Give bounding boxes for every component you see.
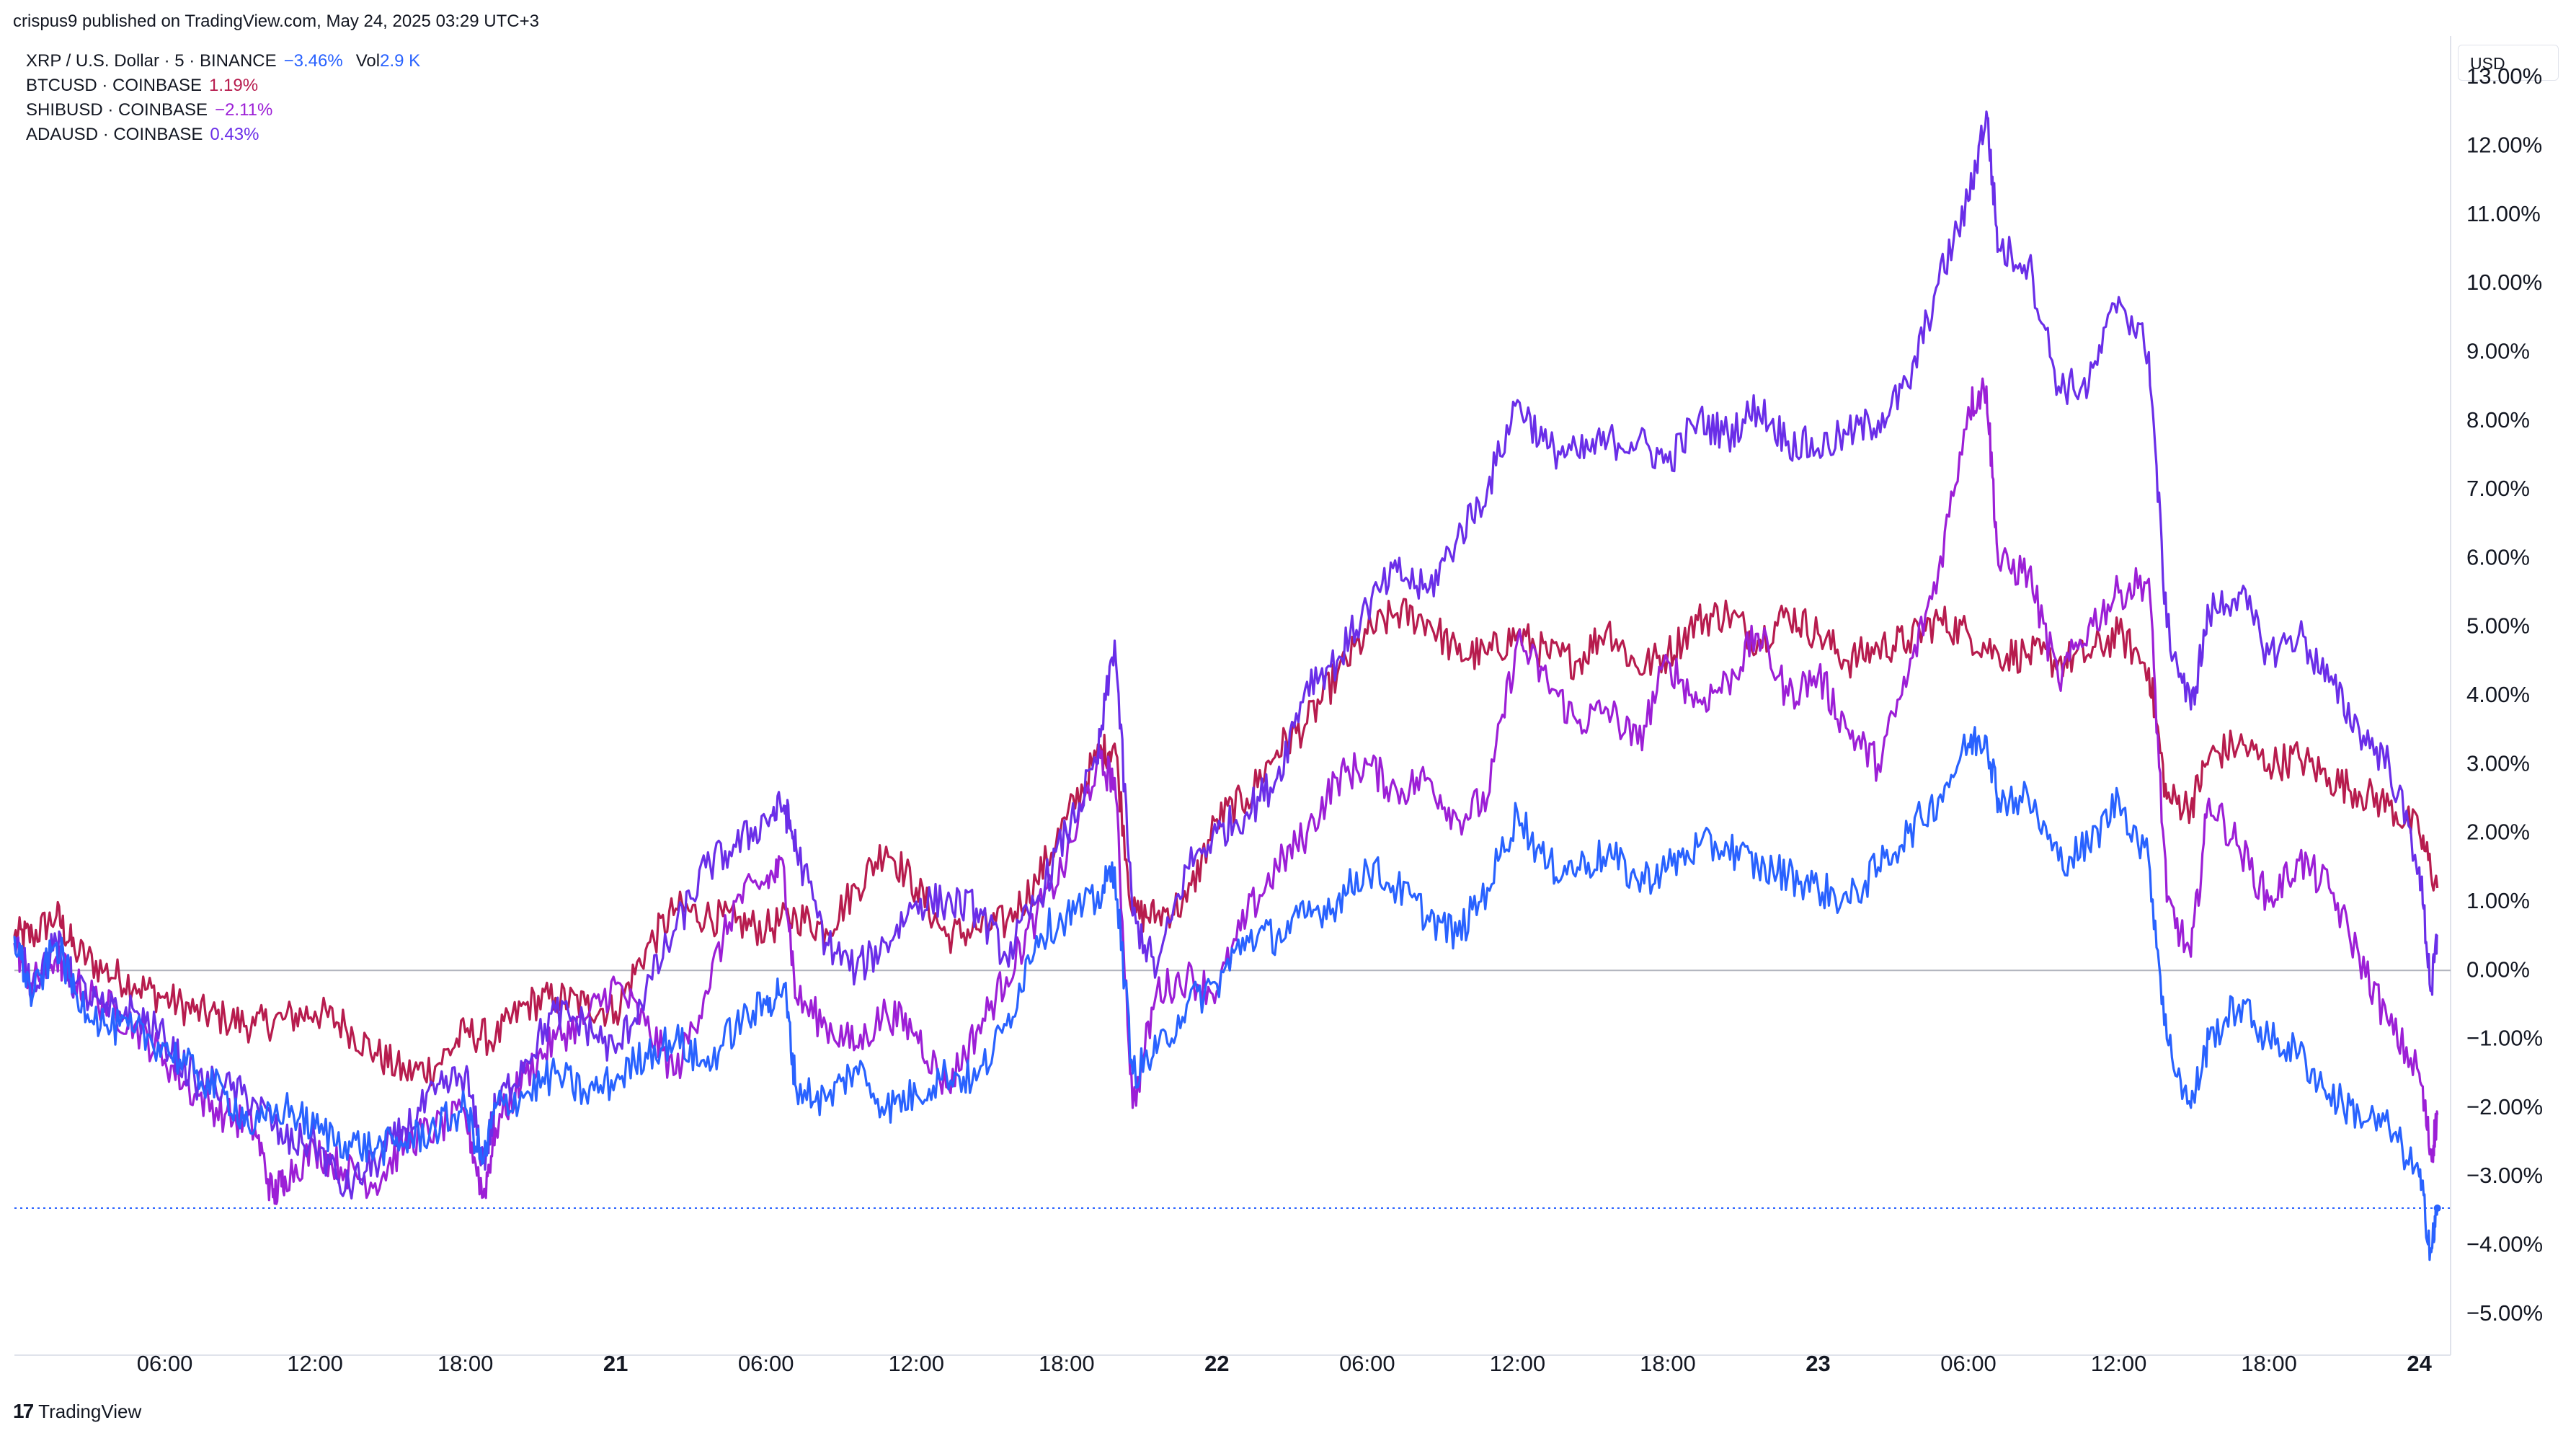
y-tick-label: −4.00% (2466, 1232, 2543, 1257)
y-tick-label: 9.00% (2466, 338, 2530, 363)
y-tick-label: −3.00% (2466, 1163, 2543, 1188)
legend-vol-label: Vol (355, 51, 381, 71)
x-tick-label: 23 (1806, 1351, 1830, 1376)
x-tick-label: 06:00 (1339, 1351, 1395, 1376)
y-tick-label: −1.00% (2466, 1026, 2543, 1051)
x-tick-label: 06:00 (1940, 1351, 1997, 1376)
y-tick-label: 1.00% (2466, 888, 2530, 913)
x-tick-label: 18:00 (1640, 1351, 1696, 1376)
y-tick-label: 8.00% (2466, 407, 2530, 432)
currency-scale-button[interactable]: USD (2458, 45, 2559, 81)
legend-main-row[interactable]: XRP / U.S. Dollar · 5 · BINANCE −3.46% Vol… (26, 49, 420, 74)
x-tick-label: 18:00 (2241, 1351, 2297, 1376)
y-tick-label: 10.00% (2466, 270, 2542, 295)
x-tick-label: 12:00 (2091, 1351, 2147, 1376)
y-tick-label: 13.00% (2466, 63, 2542, 89)
x-tick-label: 24 (2407, 1351, 2432, 1376)
x-tick-label: 12:00 (287, 1351, 343, 1376)
series-line-btc (13, 598, 2439, 1087)
series-line-shib (13, 377, 2439, 1205)
x-tick-label: 22 (1204, 1351, 1229, 1376)
legend-vol-value: 2.9 K (380, 51, 421, 71)
y-tick-label: 7.00% (2466, 476, 2530, 501)
legend-adausd-label: ADAUSD · COINBASE (26, 125, 203, 144)
legend-main-change: −3.46% (283, 51, 343, 71)
x-tick-label: 06:00 (738, 1351, 794, 1376)
tradingview-brand-text: TradingView (38, 1400, 142, 1422)
last-point-xrp (2433, 1204, 2441, 1212)
series-line-ada (13, 110, 2438, 1200)
y-tick-label: 5.00% (2466, 613, 2530, 639)
y-tick-label: −2.00% (2466, 1094, 2543, 1119)
y-tick-label: 2.00% (2466, 820, 2530, 845)
legend-row-btcusd[interactable]: BTCUSD · COINBASE 1.19% (26, 74, 420, 98)
y-tick-label: 4.00% (2466, 682, 2530, 707)
x-tick-label: 12:00 (1490, 1351, 1546, 1376)
series-legend: XRP / U.S. Dollar · 5 · BINANCE −3.46% Vol… (26, 49, 420, 147)
y-tick-label: 12.00% (2466, 133, 2542, 158)
legend-main-label: XRP / U.S. Dollar · 5 · BINANCE (26, 51, 277, 71)
y-tick-label: −5.00% (2466, 1300, 2543, 1326)
legend-row-shibusd[interactable]: SHIBUSD · COINBASE −2.11% (26, 98, 420, 123)
series-line-xrp (13, 726, 2439, 1261)
x-tick-label: 18:00 (1039, 1351, 1095, 1376)
legend-shibusd-label: SHIBUSD · COINBASE (26, 100, 208, 120)
y-tick-label: 6.00% (2466, 544, 2530, 569)
tradingview-logo-icon: 17 (13, 1400, 34, 1422)
legend-adausd-change: 0.43% (210, 125, 259, 144)
y-tick-label: 0.00% (2466, 957, 2530, 982)
legend-btcusd-change: 1.19% (209, 76, 259, 95)
y-tick-label: 3.00% (2466, 750, 2530, 776)
x-tick-label: 21 (603, 1351, 628, 1376)
tradingview-logo[interactable]: 17 TradingView (13, 1400, 141, 1423)
x-tick-label: 06:00 (137, 1351, 193, 1376)
legend-btcusd-label: BTCUSD · COINBASE (26, 76, 203, 95)
y-tick-label: 11.00% (2466, 201, 2541, 226)
x-tick-label: 12:00 (888, 1351, 944, 1376)
publisher-caption: crispus9 published on TradingView.com, M… (13, 12, 539, 31)
legend-row-adausd[interactable]: ADAUSD · COINBASE 0.43% (26, 123, 420, 147)
x-tick-label: 18:00 (438, 1351, 494, 1376)
legend-shibusd-change: −2.11% (215, 100, 273, 120)
